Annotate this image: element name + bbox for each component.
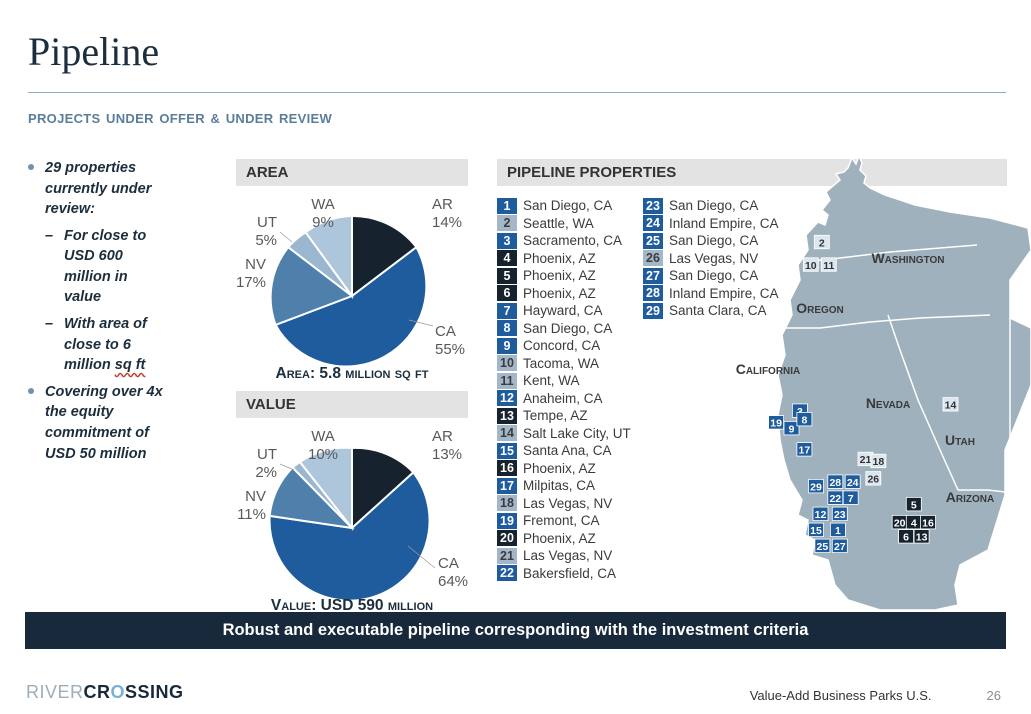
svg-text:California: California xyxy=(736,361,801,377)
svg-text:4: 4 xyxy=(911,517,917,529)
svg-text:22: 22 xyxy=(829,493,841,505)
svg-text:15: 15 xyxy=(810,525,822,537)
svg-text:10: 10 xyxy=(805,260,817,272)
svg-text:19: 19 xyxy=(770,418,782,430)
svg-text:10%: 10% xyxy=(308,446,338,463)
svg-text:Nevada: Nevada xyxy=(866,395,910,411)
svg-text:64%: 64% xyxy=(438,573,468,590)
svg-text:12: 12 xyxy=(815,509,827,521)
svg-text:WA: WA xyxy=(311,428,335,445)
svg-text:NV: NV xyxy=(245,488,266,505)
svg-text:21: 21 xyxy=(860,454,872,466)
svg-text:55%: 55% xyxy=(435,341,465,358)
svg-text:Arizona: Arizona xyxy=(946,489,994,505)
svg-text:11%: 11% xyxy=(237,506,266,523)
svg-text:17: 17 xyxy=(799,445,811,457)
svg-text:9: 9 xyxy=(789,423,795,435)
svg-text:26: 26 xyxy=(867,474,879,486)
svg-text:CA: CA xyxy=(438,555,459,572)
svg-text:AR: AR xyxy=(432,428,453,445)
svg-text:8: 8 xyxy=(801,414,807,426)
svg-text:6: 6 xyxy=(903,532,909,544)
svg-text:9%: 9% xyxy=(312,214,334,231)
svg-text:23: 23 xyxy=(834,509,846,521)
svg-text:17%: 17% xyxy=(236,274,266,291)
svg-text:NV: NV xyxy=(245,256,266,273)
svg-text:16: 16 xyxy=(922,517,934,529)
svg-text:25: 25 xyxy=(817,541,829,553)
svg-text:Utah: Utah xyxy=(945,432,975,448)
svg-text:1: 1 xyxy=(835,525,841,537)
svg-text:18: 18 xyxy=(873,456,885,468)
svg-text:2: 2 xyxy=(819,237,825,249)
svg-text:28: 28 xyxy=(829,477,841,489)
svg-text:WA: WA xyxy=(311,196,335,213)
svg-text:Oregon: Oregon xyxy=(796,300,844,316)
svg-text:29: 29 xyxy=(810,481,822,493)
svg-text:UT: UT xyxy=(257,214,277,231)
svg-text:5: 5 xyxy=(911,499,917,511)
svg-text:24: 24 xyxy=(847,477,859,489)
svg-text:CA: CA xyxy=(435,323,456,340)
svg-text:14%: 14% xyxy=(432,214,462,231)
svg-text:AR: AR xyxy=(432,196,453,213)
svg-text:13%: 13% xyxy=(432,446,462,463)
svg-text:2%: 2% xyxy=(255,464,277,481)
svg-text:13: 13 xyxy=(916,532,928,544)
svg-text:7: 7 xyxy=(848,493,854,505)
svg-text:Washington: Washington xyxy=(871,250,944,266)
svg-text:5%: 5% xyxy=(255,232,277,249)
svg-text:UT: UT xyxy=(257,446,277,463)
svg-text:14: 14 xyxy=(945,400,957,412)
svg-text:20: 20 xyxy=(894,517,906,529)
svg-text:11: 11 xyxy=(823,260,834,272)
svg-text:27: 27 xyxy=(834,541,846,553)
